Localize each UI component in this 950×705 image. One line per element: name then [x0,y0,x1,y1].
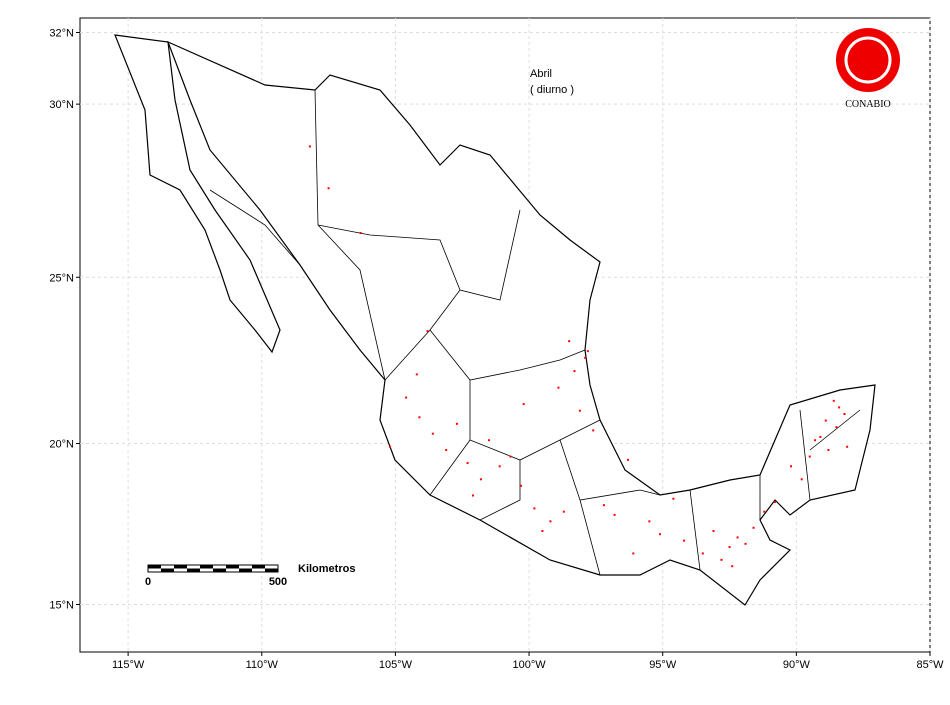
hotspot [846,445,849,448]
hotspot [808,455,811,458]
subtitle: ( diurno ) [530,84,574,96]
hotspot [573,370,576,373]
hotspot [557,386,560,389]
hotspot [568,340,571,343]
hotspot [744,542,747,545]
title: Abril [530,68,552,80]
hotspot [466,462,469,465]
hotspot [832,399,835,402]
hotspot [843,412,846,415]
hotspot [533,507,536,510]
hotspot [549,520,552,523]
hotspot [800,478,803,481]
hotspot [613,513,616,516]
hotspot [415,373,418,376]
hotspot [835,426,838,429]
hotspot [701,552,704,555]
state-borders [209,89,861,576]
hotspot [445,449,448,452]
hotspot [586,350,589,353]
hotspot [498,465,501,468]
hotspot [824,419,827,422]
mainland [166,40,876,606]
hotspot [592,429,595,432]
hotspot [509,455,512,458]
hotspot [602,504,605,507]
scale-label: 500 [269,576,287,588]
hotspot [405,396,408,399]
hotspot [389,445,392,448]
x-tick-label: 100°W [512,659,546,671]
hotspot [327,187,330,190]
hotspot [838,406,841,409]
hotspot [522,403,525,406]
hotspot [541,529,544,532]
x-tick-label: 95°W [649,659,677,671]
logo-text: CONABIO [845,99,891,110]
hotspot [648,520,651,523]
hotspot [632,552,635,555]
x-tick-label: 105°W [379,659,413,671]
hotspot [308,145,311,148]
hotspot [712,529,715,532]
x-tick-label: 85°W [916,659,944,671]
hotspot [720,558,723,561]
hotspots [308,145,849,568]
scale-label: 0 [145,576,151,588]
hotspot [683,539,686,542]
hotspot [827,449,830,452]
y-tick-label: 15°N [49,599,74,611]
hotspot [672,497,675,500]
y-tick-label: 25°N [49,272,74,284]
x-tick-label: 115°W [112,659,145,671]
hotspot [773,500,776,503]
x-tick-label: 90°W [783,659,811,671]
hotspot [790,465,793,468]
map-frame [79,17,931,653]
scale-title: Kilometros [298,563,355,575]
hotspot [455,422,458,425]
hotspot [520,484,523,487]
hotspot [418,416,421,419]
y-tick-label: 20°N [49,438,74,450]
hotspot [728,546,731,549]
hotspot [659,533,662,536]
hotspot [731,565,734,568]
x-tick-label: 110°W [246,659,279,671]
hotspot [626,458,629,461]
hotspot [736,536,739,539]
scale-bar-fill [148,565,278,572]
hotspot [763,510,766,513]
logo-inner [844,36,892,84]
hotspot [471,494,474,497]
baja-california [114,34,281,354]
hotspot [426,330,429,333]
hotspot [584,356,587,359]
hotspot [562,510,565,513]
y-tick-label: 30°N [49,99,74,111]
hotspot [479,478,482,481]
hotspot [752,526,755,529]
hotspot [819,435,822,438]
hotspot [578,409,581,412]
hotspot [431,432,434,435]
hotspot [359,232,362,235]
hotspot [814,439,817,442]
y-tick-label: 32°N [49,28,74,40]
hotspot [487,439,490,442]
